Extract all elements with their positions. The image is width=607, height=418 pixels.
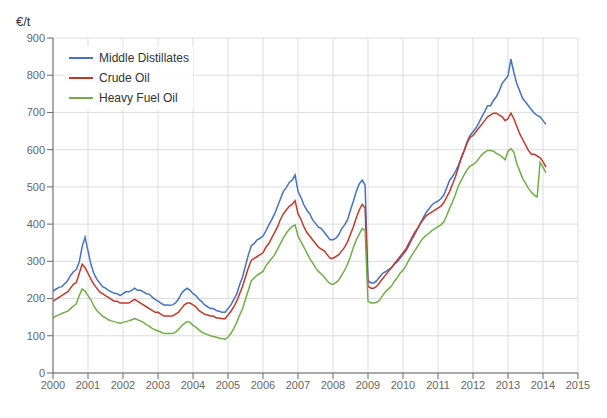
html-text:€/t: €/t	[16, 14, 31, 29]
svg-text:2006: 2006	[251, 379, 275, 391]
svg-text:600: 600	[27, 144, 45, 156]
svg-text:500: 500	[27, 181, 45, 193]
svg-text:2008: 2008	[321, 379, 345, 391]
svg-text:2012: 2012	[461, 379, 485, 391]
svg-text:2009: 2009	[356, 379, 380, 391]
html-text:Middle Distillates: Middle Distillates	[99, 51, 189, 65]
svg-text:2015: 2015	[566, 379, 590, 391]
html-text:Heavy Fuel Oil: Heavy Fuel Oil	[99, 91, 178, 105]
svg-text:2000: 2000	[41, 379, 65, 391]
svg-text:2010: 2010	[391, 379, 415, 391]
svg-text:2011: 2011	[426, 379, 450, 391]
svg-text:2007: 2007	[286, 379, 310, 391]
svg-text:0: 0	[39, 367, 45, 379]
svg-text:2003: 2003	[146, 379, 170, 391]
svg-text:800: 800	[27, 69, 45, 81]
svg-text:2014: 2014	[531, 379, 555, 391]
svg-text:200: 200	[27, 292, 45, 304]
svg-text:700: 700	[27, 106, 45, 118]
svg-text:2002: 2002	[111, 379, 135, 391]
svg-text:2004: 2004	[181, 379, 205, 391]
svg-text:2001: 2001	[76, 379, 100, 391]
svg-text:2013: 2013	[496, 379, 520, 391]
svg-text:2005: 2005	[216, 379, 240, 391]
svg-text:400: 400	[27, 218, 45, 230]
html-text:Crude Oil: Crude Oil	[99, 71, 150, 85]
svg-text:100: 100	[27, 330, 45, 342]
svg-text:900: 900	[27, 32, 45, 44]
svg-text:300: 300	[27, 255, 45, 267]
